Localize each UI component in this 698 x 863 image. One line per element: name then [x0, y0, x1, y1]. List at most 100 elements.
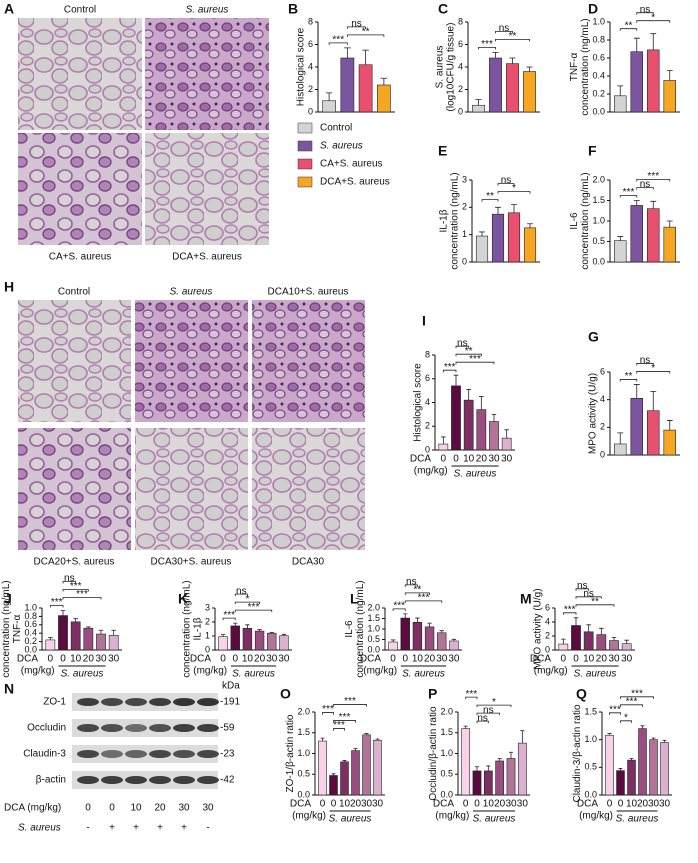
bar: [638, 728, 647, 796]
error-bar: [526, 66, 533, 72]
error-bar: [390, 639, 396, 643]
histology-image: [135, 300, 248, 422]
group-label: S. aureus: [61, 669, 104, 680]
significance-bracket: [333, 704, 367, 707]
x-tick-label: 0: [607, 799, 613, 810]
bar: [501, 437, 512, 451]
y-tick-label: 0.5: [297, 769, 310, 779]
y-axis-label: IL-6: [569, 212, 580, 230]
error-bar: [86, 626, 91, 629]
bar: [437, 632, 447, 651]
bar: [475, 235, 489, 263]
y-tick-label: 0.0: [592, 106, 605, 116]
bar: [449, 640, 459, 651]
blot-dose: 30: [202, 803, 214, 814]
x-tick-label: 30: [436, 654, 448, 665]
x-tick-label: 30: [266, 654, 278, 665]
x-tick-label: 0: [573, 654, 579, 665]
x-tick-label: 30: [278, 654, 290, 665]
y-axis-label: MPO activity (U/g): [533, 588, 544, 669]
significance-label: ns: [477, 713, 488, 724]
error-bar: [650, 390, 657, 411]
bar: [329, 775, 338, 796]
error-bar: [466, 389, 471, 401]
bar: [108, 634, 119, 651]
blot-band: [173, 698, 195, 706]
error-bar: [520, 730, 525, 744]
blot-mw: -59: [220, 723, 235, 734]
bar: [461, 728, 471, 796]
x-tick-label: 10: [70, 654, 82, 665]
bar: [70, 621, 81, 651]
error-bar: [508, 751, 514, 759]
significance-bracket: [62, 589, 89, 592]
significance-bracket: [619, 195, 638, 198]
bar: [472, 104, 485, 113]
error-bar: [491, 413, 497, 422]
bar: [340, 761, 349, 796]
blot-band: [101, 750, 123, 758]
bar: [660, 742, 669, 796]
y-tick-label: 0.0: [584, 789, 597, 799]
y-tick-label: 2: [462, 202, 467, 212]
y-tick-label: 2.0: [367, 602, 380, 612]
y-axis-label: Occludin/β-actin ratio: [428, 706, 439, 801]
blot-label: Claudin-3: [23, 749, 66, 760]
x-tick-label: 0: [474, 799, 480, 810]
significance-label: ns: [499, 23, 510, 34]
bar: [377, 84, 391, 113]
x-tick-label: 30: [361, 799, 373, 810]
x-axis-label: (mg/kg): [414, 466, 448, 477]
image-label: S. aureus: [170, 287, 213, 298]
y-axis-label: IL-1β: [439, 209, 450, 232]
y-axis-label: IL-1β: [193, 617, 204, 640]
y-axis-label: concentration (ng/mL): [1, 580, 12, 677]
y-tick-label: 0: [205, 644, 210, 654]
error-bar: [607, 733, 612, 736]
panel-letter: H: [4, 279, 14, 295]
blot-band: [101, 776, 123, 784]
blot-infection: +: [109, 823, 115, 834]
x-axis-label: DCA: [190, 654, 211, 665]
significance-label: **: [591, 596, 599, 607]
significance-label: ***: [51, 597, 63, 608]
bar: [616, 770, 625, 796]
error-bar: [497, 758, 502, 761]
y-tick-label: 1.0: [367, 623, 380, 633]
significance-label: ***: [332, 35, 344, 46]
error-bar: [618, 768, 623, 771]
error-bar: [60, 610, 66, 616]
error-bar: [380, 77, 388, 85]
blot-band: [197, 724, 219, 732]
significance-bracket: [442, 369, 457, 373]
significance-bracket: [619, 379, 638, 382]
y-tick-label: 0.0: [440, 789, 453, 799]
x-axis-label: (mg/kg): [435, 811, 469, 822]
blot-band: [173, 750, 195, 758]
legend-label: DCA+S. aureus: [320, 177, 390, 188]
blot-mw: -23: [220, 749, 235, 760]
y-tick-label: 2: [600, 422, 605, 432]
x-tick-label: 0: [60, 654, 66, 665]
bar: [254, 630, 265, 651]
bar: [630, 51, 643, 113]
y-tick-label: 1.0: [297, 748, 310, 758]
y-axis-label: ZO-1/β-actin ratio: [285, 714, 296, 792]
image-label: DCA10+S. aureus: [268, 287, 349, 298]
x-axis-label: DCA: [433, 799, 454, 810]
x-tick-label: 0: [390, 654, 396, 665]
error-bar: [453, 374, 459, 386]
y-tick-label: 1.0: [440, 748, 453, 758]
significance-bracket: [495, 38, 530, 42]
bar: [523, 227, 537, 263]
significance-bracket: [404, 584, 418, 587]
significance-bracket: [322, 712, 334, 715]
bar: [96, 633, 106, 651]
x-tick-label: 30: [648, 799, 660, 810]
significance-label: ns: [640, 179, 651, 190]
x-tick-label: 20: [350, 799, 362, 810]
y-tick-label: 0: [425, 444, 430, 454]
y-axis-label: concentration (ng/mL): [450, 172, 461, 269]
significance-label: ***: [248, 602, 260, 613]
error-bar: [633, 200, 640, 206]
